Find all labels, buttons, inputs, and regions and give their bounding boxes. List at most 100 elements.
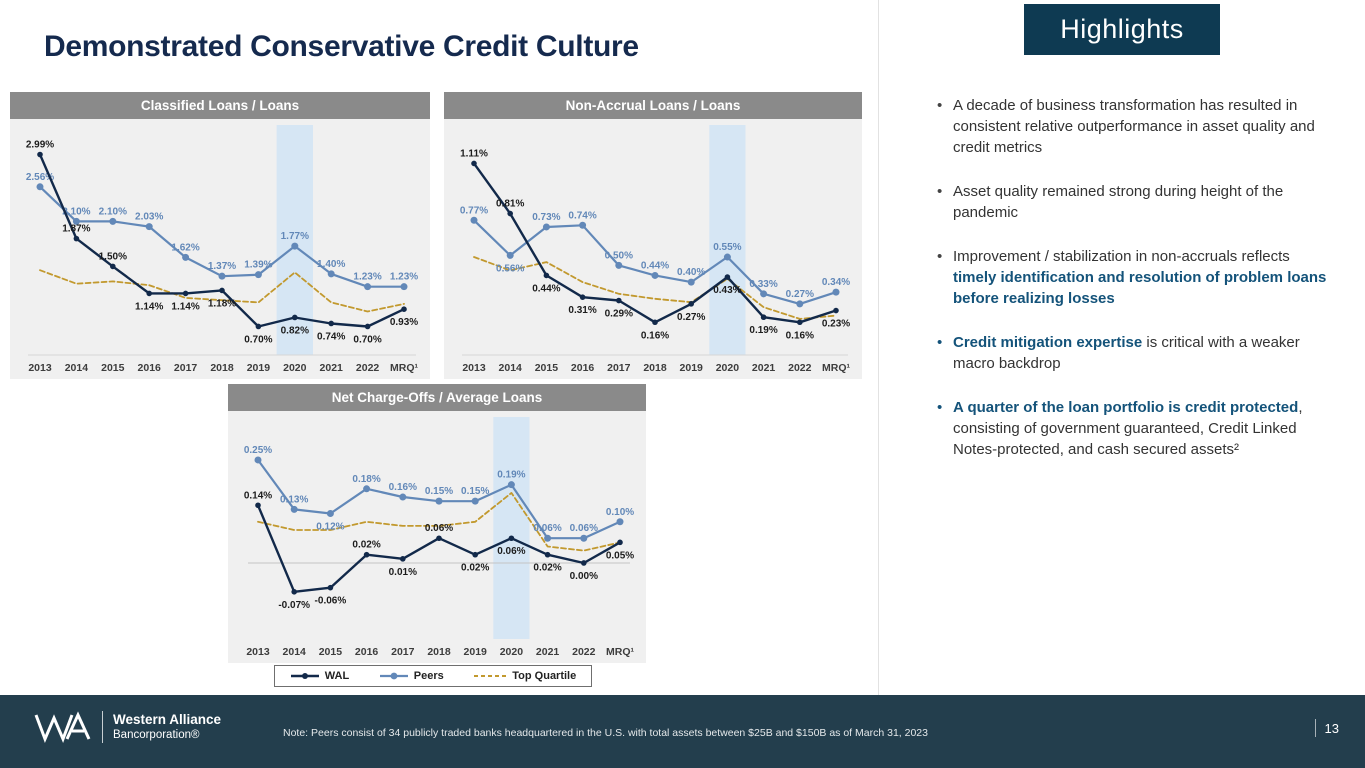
svg-text:0.27%: 0.27% [786,289,814,300]
brand-divider [102,711,103,743]
svg-text:1.40%: 1.40% [317,259,345,270]
highlights-header: Highlights [1024,4,1220,55]
highlights-bullet-list: A decade of business transformation has … [935,95,1335,460]
svg-text:0.31%: 0.31% [568,305,596,316]
svg-text:0.06%: 0.06% [425,523,453,534]
chart-legend: WAL Peers Top Quartile [274,665,592,687]
footer-bar: Western Alliance Bancorporation® Note: P… [0,695,1365,768]
svg-text:2018: 2018 [210,362,234,374]
svg-text:2017: 2017 [607,362,631,374]
svg-text:2021: 2021 [752,362,776,374]
brand-subname: Bancorporation® [113,729,200,741]
svg-text:0.12%: 0.12% [316,522,344,533]
svg-text:0.13%: 0.13% [280,494,308,505]
legend-label-peers: Peers [413,670,444,682]
svg-text:2019: 2019 [680,362,704,374]
svg-text:2014: 2014 [65,362,89,374]
highlights-panel: Highlights A decade of business transfor… [878,0,1365,695]
svg-text:2013: 2013 [462,362,486,374]
svg-text:MRQ¹: MRQ¹ [606,646,634,658]
svg-text:2017: 2017 [174,362,198,374]
svg-text:MRQ¹: MRQ¹ [822,362,850,374]
svg-text:-0.07%: -0.07% [278,600,310,611]
svg-text:1.18%: 1.18% [208,298,236,309]
highlight-bullet: A decade of business transformation has … [935,95,1335,158]
svg-text:2015: 2015 [319,646,343,658]
brand-name: Western Alliance [113,712,222,727]
legend-label-top-quartile: Top Quartile [512,670,577,682]
svg-text:2.10%: 2.10% [62,206,90,217]
legend-label-wal: WAL [324,670,350,682]
svg-text:0.73%: 0.73% [532,212,560,223]
brand-text: Western Alliance Bancorporation® [113,712,221,742]
svg-text:0.70%: 0.70% [353,334,381,345]
svg-text:2019: 2019 [464,646,488,658]
svg-text:1.77%: 1.77% [281,231,309,242]
svg-text:0.43%: 0.43% [713,285,741,296]
net-charge-offs-chart: 0.25% 0.13% 0.12% 0.18% 0.16% 0.15% 0.15% 0.19%… [244,417,634,658]
svg-text:1.14%: 1.14% [135,301,163,312]
svg-text:0.74%: 0.74% [317,331,345,342]
svg-text:MRQ¹: MRQ¹ [390,362,418,374]
svg-text:0.06%: 0.06% [533,523,561,534]
page-title: Demonstrated Conservative Credit Culture [44,30,639,63]
svg-text:0.05%: 0.05% [606,550,634,561]
svg-text:0.00%: 0.00% [570,571,598,582]
svg-text:0.16%: 0.16% [641,330,669,341]
page-number-divider [1314,719,1316,737]
footnotes: Note: Peers consist of 34 publicly trade… [283,700,928,768]
svg-text:0.55%: 0.55% [713,242,741,253]
svg-text:0.25%: 0.25% [244,445,272,456]
legend-item-top-quartile: Top Quartile [473,670,576,682]
svg-text:2013: 2013 [28,362,52,374]
svg-text:0.40%: 0.40% [677,267,705,278]
highlight-bullet: Credit mitigation expertise is critical … [935,332,1335,374]
svg-text:0.16%: 0.16% [389,482,417,493]
svg-text:1.14%: 1.14% [171,301,199,312]
highlight-bullet: Improvement / stabilization in non-accru… [935,246,1335,309]
svg-text:1.23%: 1.23% [353,272,381,283]
svg-text:0.44%: 0.44% [532,283,560,294]
non-accrual-loans-panel: Non-Accrual Loans / Loans 0.77% 0.56% 0.73… [444,92,862,379]
svg-text:2020: 2020 [283,362,307,374]
svg-text:0.82%: 0.82% [281,325,309,336]
svg-text:0.10%: 0.10% [606,507,634,518]
svg-text:2016: 2016 [571,362,595,374]
svg-text:2014: 2014 [283,646,307,658]
legend-item-peers: Peers [379,670,444,682]
svg-text:2015: 2015 [535,362,559,374]
highlight-bullet: A quarter of the loan portfolio is credi… [935,397,1335,460]
legend-item-wal: WAL [290,670,349,682]
svg-text:2.10%: 2.10% [99,206,127,217]
classified-loans-panel: Classified Loans / Loans 2.56% 2.10% 2.10%… [10,92,430,379]
svg-text:0.02%: 0.02% [461,563,489,574]
svg-text:2018: 2018 [643,362,667,374]
svg-text:0.70%: 0.70% [244,334,272,345]
svg-text:2021: 2021 [536,646,560,658]
svg-text:0.50%: 0.50% [605,250,633,261]
svg-text:0.06%: 0.06% [497,546,525,557]
svg-text:0.16%: 0.16% [786,330,814,341]
svg-text:1.39%: 1.39% [244,260,272,271]
svg-text:2018: 2018 [427,646,451,658]
peers-line-icon [379,672,408,680]
svg-text:1.11%: 1.11% [460,148,488,159]
non-accrual-loans-chart-title: Non-Accrual Loans / Loans [444,92,862,119]
svg-text:2022: 2022 [572,646,596,658]
svg-text:2022: 2022 [788,362,812,374]
wal-logo [34,711,91,744]
svg-text:2022: 2022 [356,362,380,374]
top-quartile-dashed-line-icon [474,675,507,677]
svg-text:1.87%: 1.87% [62,224,90,235]
svg-text:0.74%: 0.74% [568,210,596,221]
svg-text:0.93%: 0.93% [390,317,418,328]
svg-text:0.27%: 0.27% [677,312,705,323]
svg-text:0.15%: 0.15% [461,486,489,497]
non-accrual-loans-chart: 0.77% 0.56% 0.73% 0.74% 0.50% 0.44% 0.40% 0.55%… [460,125,850,374]
svg-text:2017: 2017 [391,646,415,658]
svg-text:0.15%: 0.15% [425,486,453,497]
svg-text:2.56%: 2.56% [26,172,54,183]
svg-text:1.62%: 1.62% [171,242,199,253]
page-number-value: 13 [1324,720,1339,736]
